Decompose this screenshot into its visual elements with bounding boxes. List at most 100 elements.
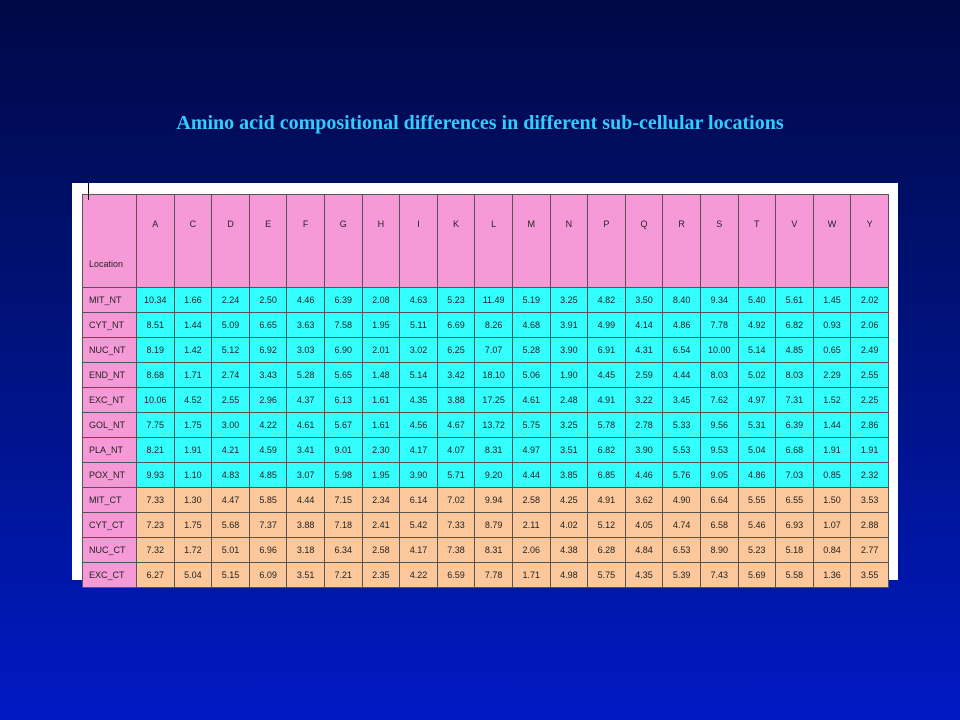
value-cell: 3.63	[286, 312, 325, 338]
value-cell: 1.71	[511, 562, 551, 588]
row-label: NUC_CT	[82, 537, 137, 563]
value-cell: 2.35	[361, 562, 401, 588]
value-cell: 5.01	[211, 537, 250, 563]
value-cell: 7.38	[436, 537, 476, 563]
value-cell: 5.09	[211, 312, 250, 338]
value-cell: 3.41	[286, 437, 325, 463]
value-cell: 1.61	[361, 412, 401, 438]
value-cell: 2.01	[361, 337, 401, 363]
value-cell: 4.91	[587, 387, 626, 413]
value-cell: 4.44	[662, 362, 701, 388]
value-cell: 4.67	[436, 412, 476, 438]
amino-acid-header: M	[511, 194, 551, 288]
value-cell: 4.05	[624, 512, 664, 538]
value-cell: 4.52	[173, 387, 213, 413]
amino-acid-header: C	[173, 194, 213, 288]
row-label: POX_NT	[82, 462, 137, 488]
value-cell: 5.55	[737, 487, 777, 513]
value-cell: 2.58	[361, 537, 401, 563]
value-cell: 0.84	[812, 537, 852, 563]
value-cell: 9.56	[699, 412, 739, 438]
value-cell: 4.99	[587, 312, 626, 338]
value-cell: 4.35	[399, 387, 438, 413]
value-cell: 8.79	[474, 512, 513, 538]
value-cell: 1.45	[812, 287, 852, 313]
value-cell: 5.42	[399, 512, 438, 538]
value-cell: 6.68	[775, 437, 814, 463]
data-row: MIT_NT 10.34 1.66 2.24 2.50 4.46 6.39 2.08 4.63 5…	[82, 287, 889, 313]
value-cell: 1.66	[173, 287, 213, 313]
value-cell: 7.18	[323, 512, 363, 538]
value-cell: 0.93	[812, 312, 852, 338]
value-cell: 7.02	[436, 487, 476, 513]
value-cell: 5.06	[511, 362, 551, 388]
value-cell: 2.02	[850, 287, 889, 313]
amino-acid-header: R	[662, 194, 701, 288]
data-row: CYT_NT 8.51 1.44 5.09 6.65 3.63 7.58 1.95 5.11 6.…	[82, 312, 889, 338]
value-cell: 9.94	[474, 487, 513, 513]
value-cell: 1.91	[173, 437, 213, 463]
value-cell: 4.82	[587, 287, 626, 313]
value-cell: 6.55	[775, 487, 814, 513]
value-cell: 3.45	[662, 387, 701, 413]
value-cell: 8.90	[699, 537, 739, 563]
value-cell: 7.33	[136, 487, 175, 513]
value-cell: 6.65	[248, 312, 288, 338]
value-cell: 8.19	[136, 337, 175, 363]
data-row: MIT_CT 7.33 1.30 4.47 5.85 4.44 7.15 2.34 6.14 7.…	[82, 487, 889, 513]
value-cell: 8.40	[662, 287, 701, 313]
value-cell: 5.15	[211, 562, 250, 588]
value-cell: 7.75	[136, 412, 175, 438]
value-cell: 5.58	[775, 562, 814, 588]
value-cell: 6.64	[699, 487, 739, 513]
value-cell: 5.40	[737, 287, 777, 313]
value-cell: 2.29	[812, 362, 852, 388]
value-cell: 5.19	[511, 287, 551, 313]
value-cell: 5.12	[211, 337, 250, 363]
row-label: EXC_NT	[82, 387, 137, 413]
amino-acid-header: I	[399, 194, 438, 288]
value-cell: 2.58	[511, 487, 551, 513]
value-cell: 9.93	[136, 462, 175, 488]
value-cell: 2.41	[361, 512, 401, 538]
value-cell: 8.31	[474, 437, 513, 463]
value-cell: 6.59	[436, 562, 476, 588]
value-cell: 1.50	[812, 487, 852, 513]
value-cell: 2.24	[211, 287, 250, 313]
value-cell: 4.92	[737, 312, 777, 338]
value-cell: 3.90	[399, 462, 438, 488]
value-cell: 3.18	[286, 537, 325, 563]
value-cell: 2.08	[361, 287, 401, 313]
value-cell: 9.01	[323, 437, 363, 463]
value-cell: 4.74	[662, 512, 701, 538]
value-cell: 5.75	[587, 562, 626, 588]
value-cell: 4.37	[286, 387, 325, 413]
value-cell: 8.03	[699, 362, 739, 388]
value-cell: 4.35	[624, 562, 664, 588]
amino-acid-header: V	[775, 194, 814, 288]
value-cell: 5.67	[323, 412, 363, 438]
value-cell: 5.68	[211, 512, 250, 538]
value-cell: 6.91	[587, 337, 626, 363]
value-cell: 6.82	[587, 437, 626, 463]
value-cell: 10.34	[136, 287, 175, 313]
value-cell: 3.62	[624, 487, 664, 513]
value-cell: 6.92	[248, 337, 288, 363]
value-cell: 2.55	[211, 387, 250, 413]
value-cell: 0.65	[812, 337, 852, 363]
value-cell: 4.86	[662, 312, 701, 338]
value-cell: 5.04	[173, 562, 213, 588]
value-cell: 4.07	[436, 437, 476, 463]
value-cell: 4.86	[737, 462, 777, 488]
value-cell: 6.39	[775, 412, 814, 438]
data-row: EXC_NT 10.06 4.52 2.55 2.96 4.37 6.13 1.61 4.35 3…	[82, 387, 889, 413]
value-cell: 4.98	[549, 562, 589, 588]
slide-title: Amino acid compositional differences in …	[176, 112, 784, 134]
value-cell: 2.32	[850, 462, 889, 488]
row-label: PLA_NT	[82, 437, 137, 463]
table-panel: Location A C D E F G H I K L M N P Q R S T V W Y MIT_NT 10.34…	[72, 183, 898, 588]
data-row: POX_NT 9.93 1.10 4.83 4.85 3.07 5.98 1.95 3.90 5.…	[82, 462, 889, 488]
value-cell: 7.33	[436, 512, 476, 538]
value-cell: 3.88	[436, 387, 476, 413]
value-cell: 5.23	[737, 537, 777, 563]
